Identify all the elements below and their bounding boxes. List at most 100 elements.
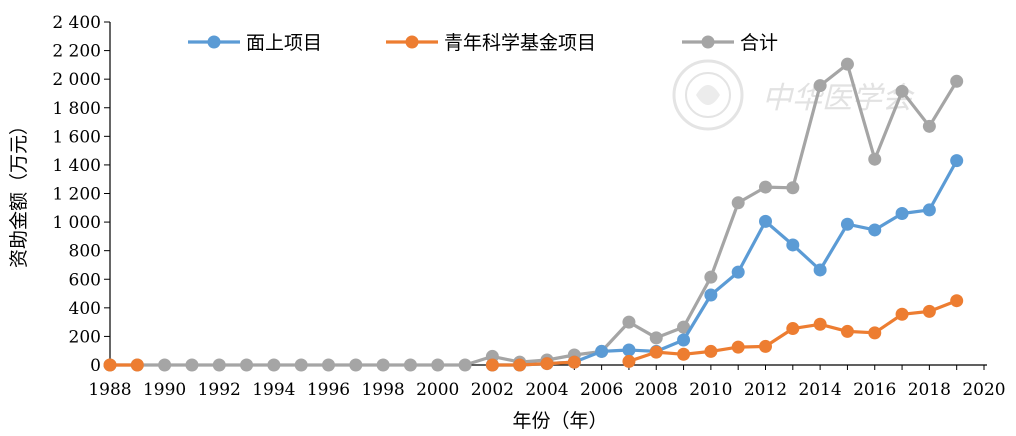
y-tick-label: 800 — [69, 242, 101, 262]
data-point — [513, 358, 527, 372]
x-tick-label: 1990 — [143, 380, 186, 400]
y-tick-label: 2 400 — [52, 13, 101, 33]
y-tick-label: 200 — [69, 327, 101, 347]
data-point — [567, 355, 581, 369]
y-tick-label: 2 200 — [52, 42, 101, 62]
x-tick-label: 2010 — [689, 380, 732, 400]
data-point — [922, 119, 936, 133]
legend-label: 合计 — [740, 32, 778, 54]
data-point — [704, 344, 718, 358]
x-tick-label: 2012 — [744, 380, 787, 400]
series-2 — [103, 57, 964, 372]
x-tick-label: 2016 — [853, 380, 896, 400]
axis-ticks: 0 200 400 600 800 1 000 1 200 1 400 1 600 1 800 2 … — [52, 13, 1005, 400]
legend-marker — [207, 35, 221, 49]
x-tick-label: 1994 — [252, 380, 295, 400]
watermark: 中华医学会 — [672, 59, 915, 131]
data-point — [759, 180, 772, 194]
data-point — [731, 265, 745, 279]
legend: 面上项目 青年科学基金项目 合计 — [188, 32, 778, 54]
data-point — [895, 84, 909, 98]
data-point — [840, 324, 854, 338]
data-point — [622, 315, 636, 329]
series-line — [110, 299, 958, 367]
legend-label: 面上项目 — [246, 32, 322, 54]
data-point — [158, 358, 172, 372]
data-point — [622, 354, 636, 368]
data-point — [895, 207, 909, 221]
data-point — [458, 358, 472, 372]
data-point — [103, 358, 117, 372]
x-tick-label: 1998 — [361, 380, 404, 400]
legend-marker — [701, 35, 715, 49]
data-point — [813, 79, 827, 93]
data-point — [868, 326, 882, 340]
data-point — [376, 358, 390, 372]
data-point — [322, 358, 335, 372]
data-point — [130, 358, 144, 372]
data-point — [731, 196, 745, 210]
data-point — [922, 203, 936, 217]
x-tick-label: 2006 — [580, 380, 623, 400]
x-tick-label: 1988 — [88, 380, 131, 400]
data-point — [349, 358, 363, 372]
data-point — [731, 340, 745, 354]
data-point — [895, 307, 909, 321]
y-tick-label: 1 000 — [52, 213, 101, 233]
series-0 — [485, 154, 964, 372]
data-point — [759, 214, 772, 228]
data-point — [595, 344, 609, 358]
y-axis-title: 资助金额（万元） — [8, 116, 30, 268]
data-point — [813, 317, 827, 331]
data-point — [403, 358, 417, 372]
data-point — [786, 181, 800, 195]
watermark-text: 中华医学会 — [762, 81, 915, 116]
x-tick-label: 1996 — [307, 380, 350, 400]
x-tick-label: 2002 — [471, 380, 514, 400]
legend-label: 青年科学基金项目 — [444, 32, 596, 54]
y-tick-label: 400 — [69, 299, 101, 319]
data-point — [950, 154, 964, 168]
data-point — [786, 322, 800, 336]
data-point — [431, 358, 445, 372]
y-tick-label: 1 400 — [52, 156, 101, 176]
data-point — [267, 358, 281, 372]
data-point — [649, 331, 663, 345]
x-axis-title: 年份（年） — [512, 410, 607, 432]
data-point — [677, 333, 691, 347]
x-tick-label: 1992 — [198, 380, 241, 400]
data-point — [840, 57, 854, 71]
data-point — [677, 320, 691, 334]
y-tick-label: 1 600 — [52, 127, 101, 147]
data-point — [649, 345, 663, 359]
data-point — [185, 358, 199, 372]
y-tick-label: 0 — [90, 356, 101, 376]
data-point — [212, 358, 226, 372]
y-tick-label: 1 200 — [52, 185, 101, 205]
data-point — [950, 74, 964, 88]
data-point — [840, 217, 854, 231]
seal-icon — [672, 59, 744, 131]
data-point — [950, 294, 964, 308]
data-point — [704, 288, 718, 302]
y-tick-label: 600 — [69, 270, 101, 290]
data-point — [540, 357, 554, 371]
y-tick-label: 2 000 — [52, 70, 101, 90]
data-point — [813, 263, 827, 277]
data-point — [922, 304, 936, 318]
data-point — [786, 238, 800, 252]
x-tick-label: 2004 — [525, 380, 568, 400]
data-point — [294, 358, 308, 372]
data-point — [622, 343, 636, 357]
x-tick-label: 2018 — [908, 380, 951, 400]
x-tick-label: 2000 — [416, 380, 459, 400]
data-point — [677, 347, 691, 361]
x-tick-label: 2020 — [962, 380, 1005, 400]
data-point — [868, 152, 882, 166]
series-1 — [103, 294, 964, 372]
data-point — [868, 223, 882, 237]
data-point — [485, 358, 499, 372]
data-point — [240, 358, 254, 372]
data-point — [759, 339, 772, 353]
